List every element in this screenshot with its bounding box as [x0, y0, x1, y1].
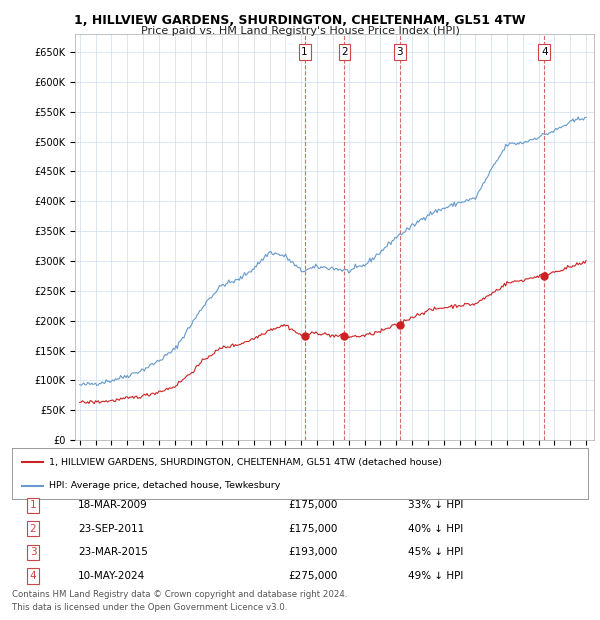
Text: HPI: Average price, detached house, Tewkesbury: HPI: Average price, detached house, Tewk… — [49, 481, 281, 490]
Text: 4: 4 — [29, 571, 37, 581]
Text: This data is licensed under the Open Government Licence v3.0.: This data is licensed under the Open Gov… — [12, 603, 287, 612]
Text: 45% ↓ HPI: 45% ↓ HPI — [408, 547, 463, 557]
Text: 23-SEP-2011: 23-SEP-2011 — [78, 524, 144, 534]
Text: 3: 3 — [29, 547, 37, 557]
Text: £275,000: £275,000 — [288, 571, 337, 581]
Text: 10-MAY-2024: 10-MAY-2024 — [78, 571, 145, 581]
Text: 1, HILLVIEW GARDENS, SHURDINGTON, CHELTENHAM, GL51 4TW (detached house): 1, HILLVIEW GARDENS, SHURDINGTON, CHELTE… — [49, 458, 442, 467]
Text: 4: 4 — [541, 47, 548, 57]
Text: 33% ↓ HPI: 33% ↓ HPI — [408, 500, 463, 510]
Text: 2: 2 — [341, 47, 348, 57]
Text: £175,000: £175,000 — [288, 524, 337, 534]
Text: 2: 2 — [29, 524, 37, 534]
Text: £175,000: £175,000 — [288, 500, 337, 510]
Text: 3: 3 — [397, 47, 403, 57]
Text: 1: 1 — [301, 47, 308, 57]
Text: Price paid vs. HM Land Registry's House Price Index (HPI): Price paid vs. HM Land Registry's House … — [140, 26, 460, 36]
Text: 1, HILLVIEW GARDENS, SHURDINGTON, CHELTENHAM, GL51 4TW: 1, HILLVIEW GARDENS, SHURDINGTON, CHELTE… — [74, 14, 526, 27]
Text: 40% ↓ HPI: 40% ↓ HPI — [408, 524, 463, 534]
Text: £193,000: £193,000 — [288, 547, 337, 557]
Text: Contains HM Land Registry data © Crown copyright and database right 2024.: Contains HM Land Registry data © Crown c… — [12, 590, 347, 600]
Text: 49% ↓ HPI: 49% ↓ HPI — [408, 571, 463, 581]
Text: 1: 1 — [29, 500, 37, 510]
Text: 18-MAR-2009: 18-MAR-2009 — [78, 500, 148, 510]
Text: 23-MAR-2015: 23-MAR-2015 — [78, 547, 148, 557]
